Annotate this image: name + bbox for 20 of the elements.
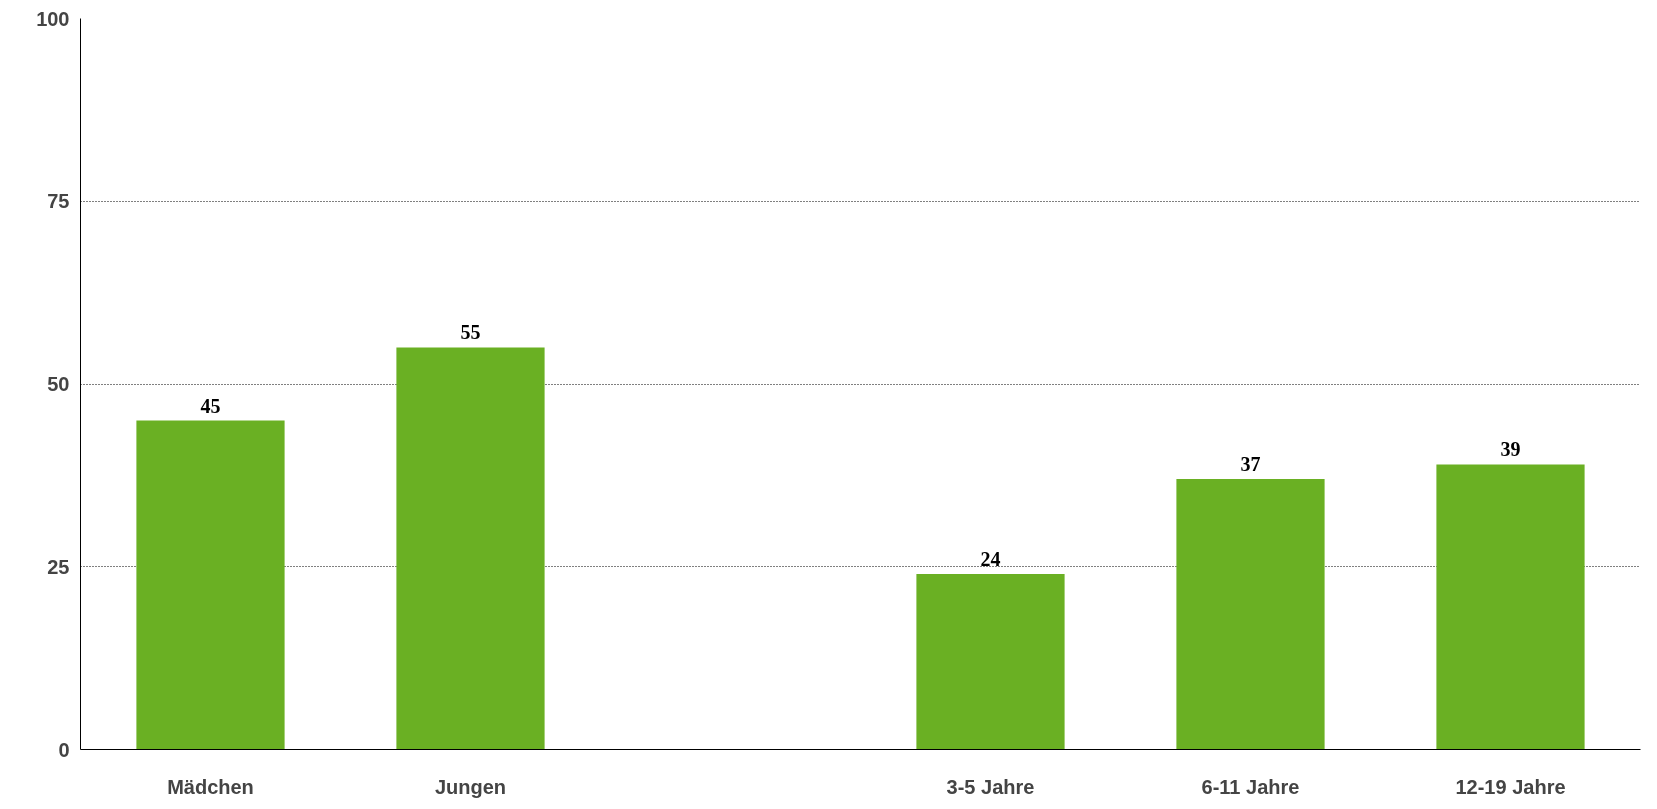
bar [396,347,545,750]
data-label: 39 [1500,438,1521,461]
data-label: 45 [200,394,221,417]
x-tick-label: 12-19 Jahre [1455,775,1566,798]
x-tick-label: 6-11 Jahre [1201,775,1300,798]
bar [916,574,1065,750]
y-tick-label: 0 [58,738,70,761]
y-tick-label: 25 [47,555,70,578]
y-tick-label: 50 [47,373,70,395]
bar [1176,479,1325,750]
bar [136,420,285,750]
data-label: 24 [980,548,1001,571]
y-tick-label: 100 [36,7,70,30]
bar [1436,464,1585,750]
x-tick-label: 3-5 Jahre [946,775,1035,798]
x-tick-label: Jungen [434,775,507,798]
data-label: 55 [460,321,481,344]
data-label: 37 [1240,453,1261,476]
y-tick-label: 75 [47,190,70,213]
x-tick-label: Mädchen [167,775,254,798]
